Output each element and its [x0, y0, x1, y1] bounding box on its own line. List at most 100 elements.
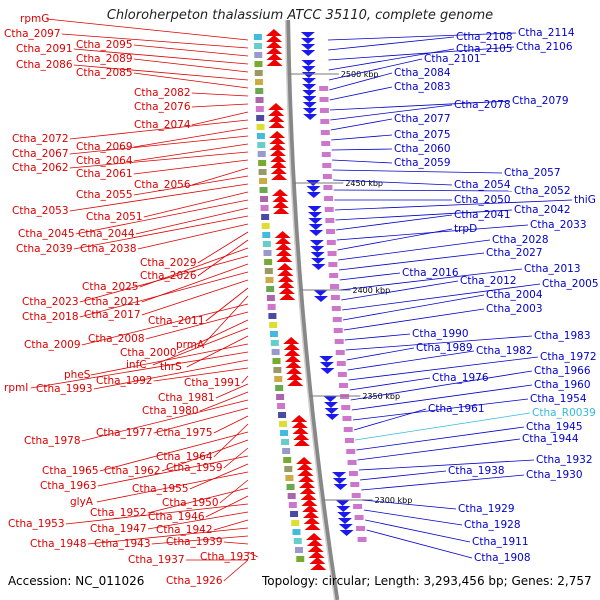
right-leader-line — [329, 86, 393, 101]
left-gene-label: Ctha_2076 — [134, 101, 191, 113]
reverse-gene-arrow — [332, 478, 347, 484]
reverse-gene-arrow — [302, 102, 317, 108]
gene-feature-block — [258, 160, 267, 166]
gene-feature-block — [260, 196, 269, 202]
reverse-gene-arrow — [323, 396, 338, 402]
right-leader-line — [332, 169, 503, 174]
left-gene-label: Ctha_2026 — [140, 270, 197, 282]
right-gene-label: Ctha_1972 — [540, 351, 597, 363]
gene-feature-block — [337, 372, 347, 377]
left-gene-label: Ctha_2021 — [84, 296, 141, 308]
left-gene-label: pheS — [64, 369, 91, 381]
forward-gene-arrow — [266, 47, 283, 54]
reverse-gene-arrow — [335, 500, 350, 506]
reverse-gene-arrow — [301, 60, 316, 66]
right-gene-label: Ctha_2016 — [402, 267, 459, 279]
reverse-gene-arrow — [324, 408, 339, 414]
gene-feature-block — [327, 251, 337, 256]
gene-feature-block — [322, 174, 332, 179]
right-leader-line — [330, 104, 453, 121]
right-leader-line — [330, 118, 393, 131]
map-title: Chloroherpeton thalassium ATCC 35110, co… — [106, 8, 494, 23]
forward-gene-arrow — [270, 167, 287, 174]
gene-feature-block — [278, 412, 287, 418]
right-leader-line — [348, 356, 539, 381]
gene-feature-block — [351, 493, 361, 498]
reverse-gene-arrow — [319, 362, 334, 368]
forward-gene-arrow — [309, 557, 326, 564]
left-leader-line — [69, 151, 249, 169]
left-leader-line — [143, 191, 249, 218]
gene-feature-block — [261, 223, 270, 229]
forward-gene-arrow — [269, 137, 286, 144]
left-leader-line — [191, 111, 249, 126]
right-leader-line — [328, 58, 423, 81]
gene-feature-block — [284, 466, 293, 472]
forward-gene-arrow — [265, 29, 282, 36]
gene-feature-block — [273, 367, 282, 373]
left-leader-line — [191, 167, 249, 186]
right-leader-line — [347, 350, 475, 371]
reverse-gene-arrow — [337, 518, 352, 524]
gene-feature-block — [348, 471, 358, 476]
gene-feature-block — [338, 383, 348, 388]
gene-feature-block — [257, 151, 266, 157]
left-gene-label: Ctha_2061 — [76, 168, 133, 180]
right-gene-label: Ctha_2108 — [456, 31, 513, 43]
right-gene-label: Ctha_2042 — [514, 204, 571, 216]
right-leader-line — [345, 335, 533, 351]
left-leader-line — [65, 503, 249, 525]
gene-feature-block — [254, 79, 263, 85]
left-leader-line — [73, 64, 249, 81]
right-leader-line — [329, 72, 393, 91]
gene-feature-block — [259, 187, 268, 193]
forward-gene-arrow — [285, 361, 302, 368]
left-leader-line — [151, 535, 249, 545]
gene-feature-block — [296, 556, 305, 562]
left-gene-label: Ctha_2051 — [86, 211, 143, 223]
gene-feature-block — [255, 97, 264, 103]
right-leader-line — [356, 426, 525, 451]
reverse-gene-arrow — [311, 258, 326, 264]
right-gene-label: Ctha_1961 — [428, 403, 485, 415]
forward-gene-arrow — [291, 415, 308, 422]
forward-gene-arrow — [283, 343, 300, 350]
right-leader-line — [346, 347, 415, 361]
left-gene-label: Ctha_1962 — [104, 465, 161, 477]
forward-gene-arrow — [296, 457, 313, 464]
right-gene-label: Ctha_1938 — [448, 465, 505, 477]
right-leader-line — [357, 438, 521, 461]
forward-gene-arrow — [266, 35, 283, 42]
gene-feature-block — [332, 317, 342, 322]
right-leader-line — [358, 459, 535, 471]
left-gene-label: Ctha_1981 — [158, 392, 215, 404]
gene-feature-block — [330, 284, 340, 289]
right-gene-label: Ctha_1911 — [472, 536, 529, 548]
left-gene-label: Ctha_2018 — [22, 311, 79, 323]
gene-feature-block — [288, 502, 297, 508]
right-gene-label: trpD — [454, 223, 477, 235]
right-leader-line — [331, 148, 393, 151]
left-gene-label: Ctha_1931 — [200, 551, 257, 563]
forward-gene-arrow — [303, 517, 320, 524]
forward-gene-arrow — [277, 269, 294, 276]
right-gene-label: Ctha_2057 — [504, 167, 561, 179]
right-gene-label: Ctha_1944 — [522, 433, 579, 445]
reverse-gene-arrow — [320, 368, 335, 374]
right-gene-label: Ctha_2079 — [512, 95, 569, 107]
kbp-label: 2400 kbp — [353, 286, 391, 295]
gene-feature-block — [336, 361, 346, 366]
left-leader-line — [191, 92, 249, 97]
forward-gene-arrow — [275, 237, 292, 244]
reverse-gene-arrow — [323, 402, 338, 408]
forward-gene-arrow — [307, 545, 324, 552]
reverse-gene-arrow — [313, 296, 328, 302]
gene-feature-block — [346, 449, 356, 454]
right-leader-line — [352, 398, 529, 421]
left-leader-line — [69, 183, 249, 212]
forward-gene-arrow — [292, 427, 309, 434]
forward-gene-arrow — [269, 149, 286, 156]
right-gene-label: Ctha_2033 — [530, 219, 587, 231]
right-leader-line — [355, 412, 531, 441]
